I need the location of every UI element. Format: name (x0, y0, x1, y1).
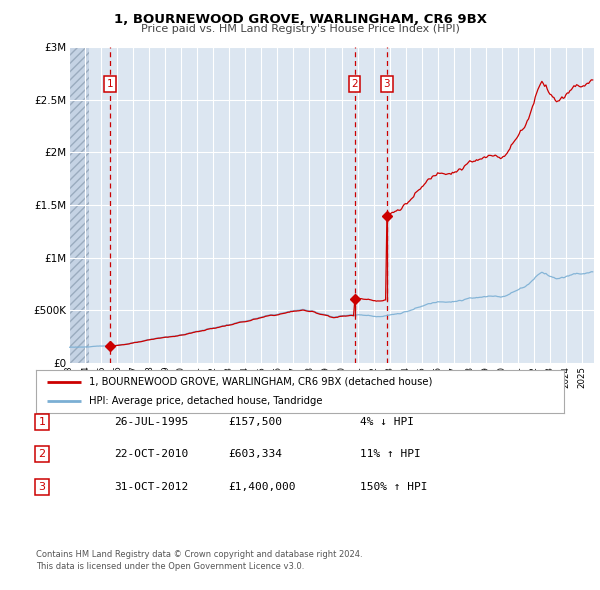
Text: 2: 2 (351, 79, 358, 89)
Text: 31-OCT-2012: 31-OCT-2012 (114, 482, 188, 491)
Text: £157,500: £157,500 (228, 417, 282, 427)
Text: 26-JUL-1995: 26-JUL-1995 (114, 417, 188, 427)
Text: Price paid vs. HM Land Registry's House Price Index (HPI): Price paid vs. HM Land Registry's House … (140, 24, 460, 34)
Text: Contains HM Land Registry data © Crown copyright and database right 2024.
This d: Contains HM Land Registry data © Crown c… (36, 550, 362, 571)
Text: 4% ↓ HPI: 4% ↓ HPI (360, 417, 414, 427)
Text: 22-OCT-2010: 22-OCT-2010 (114, 450, 188, 459)
Text: 1: 1 (38, 417, 46, 427)
Text: 3: 3 (383, 79, 390, 89)
Text: HPI: Average price, detached house, Tandridge: HPI: Average price, detached house, Tand… (89, 396, 322, 407)
Text: 150% ↑ HPI: 150% ↑ HPI (360, 482, 427, 491)
Text: £603,334: £603,334 (228, 450, 282, 459)
Text: 3: 3 (38, 482, 46, 491)
Text: 1, BOURNEWOOD GROVE, WARLINGHAM, CR6 9BX: 1, BOURNEWOOD GROVE, WARLINGHAM, CR6 9BX (113, 13, 487, 26)
Text: £1,400,000: £1,400,000 (228, 482, 296, 491)
Text: 1: 1 (107, 79, 113, 89)
Text: 1, BOURNEWOOD GROVE, WARLINGHAM, CR6 9BX (detached house): 1, BOURNEWOOD GROVE, WARLINGHAM, CR6 9BX… (89, 376, 432, 386)
Text: 11% ↑ HPI: 11% ↑ HPI (360, 450, 421, 459)
Text: 2: 2 (38, 450, 46, 459)
